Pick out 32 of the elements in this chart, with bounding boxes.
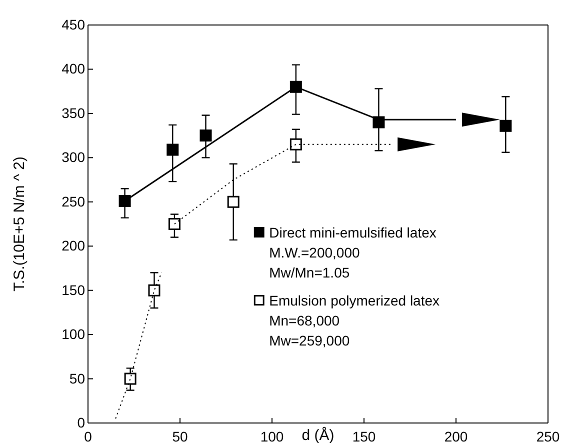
y-tick-label: 300 [62,149,86,166]
annotation: Mw/Mn=1.05 [269,264,350,280]
y-tick-label: 0 [77,414,86,430]
x-tick-label: 100 [260,428,284,443]
point [148,284,160,296]
point [500,120,512,132]
x-tick-label: 50 [172,428,188,443]
y-tick-label: 100 [62,326,86,342]
x-tick-label: 200 [444,428,468,443]
y-tick-label: 50 [69,370,86,386]
annotation: Mn=68,000 [269,312,340,328]
y-tick-label: 150 [62,282,86,298]
y-tick-label: 400 [62,60,86,77]
legend-label: Emulsion polymerized latex [269,292,440,308]
y-tick-label: 450 [62,16,86,32]
point [124,372,136,385]
y-axis-title: T.S.(10E+5 N/m ^ 2) [11,156,28,292]
point [118,195,131,207]
annotation: Mw=259,000 [269,332,350,348]
x-tick-label: 250 [536,428,560,443]
x-axis-title: d (Å) [302,426,334,443]
y-tick-label: 200 [62,238,86,254]
legend-label: Direct mini-emulsified latex [269,224,436,240]
point [290,138,302,150]
y-tick-label: 350 [62,104,86,121]
point [166,144,179,156]
point [168,218,180,230]
point [227,196,240,208]
annotation: M.W.=200,000 [269,244,360,260]
x-tick-label: 150 [352,428,376,443]
y-tick-label: 250 [62,193,86,210]
point [200,130,212,142]
